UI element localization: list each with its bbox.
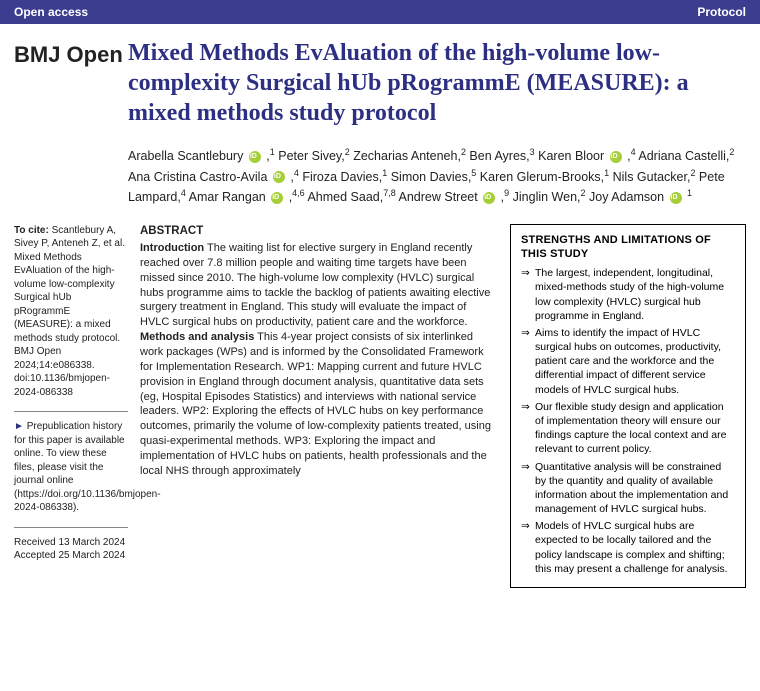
strengths-item: ⇒The largest, independent, longitudinal,… [521,266,735,323]
accepted-date: Accepted 25 March 2024 [14,549,128,563]
strengths-item: ⇒Aims to identify the impact of HVLC sur… [521,326,735,397]
main-content: To cite: Scantlebury A, Sivey P, Anteneh… [0,218,760,588]
strengths-item: ⇒Models of HVLC surgical hubs are expect… [521,519,735,576]
strengths-column: STRENGTHS AND LIMITATIONS OF THIS STUDY … [510,224,746,588]
abstract-column: ABSTRACT Introduction The waiting list f… [140,224,498,588]
open-access-label: Open access [14,5,88,19]
strengths-box: STRENGTHS AND LIMITATIONS OF THIS STUDY … [510,224,746,588]
cite-text: Scantlebury A, Sivey P, Anteneh Z, et al… [14,225,125,398]
top-bar: Open access Protocol [0,0,760,24]
journal-name: BMJ Open [14,38,128,128]
abstract-methods: Methods and analysis This 4-year project… [140,330,498,478]
article-title: Mixed Methods EvAluation of the high-vol… [128,38,746,128]
received-date: Received 13 March 2024 [14,536,128,550]
strengths-title: STRENGTHS AND LIMITATIONS OF THIS STUDY [521,233,735,263]
arrow-icon: ► [14,421,24,432]
strengths-item: ⇒Quantitative analysis will be constrain… [521,460,735,517]
cite-lead: To cite: [14,225,49,236]
dates-block: Received 13 March 2024 Accepted 25 March… [14,527,128,563]
strengths-list: ⇒The largest, independent, longitudinal,… [521,266,735,576]
abstract-heading: ABSTRACT [140,224,498,240]
prepub-text: Prepublication history for this paper is… [14,421,161,513]
sidebar: To cite: Scantlebury A, Sivey P, Anteneh… [14,224,128,588]
header: BMJ Open Mixed Methods EvAluation of the… [0,24,760,132]
citation-block: To cite: Scantlebury A, Sivey P, Anteneh… [14,224,128,400]
strengths-item: ⇒Our flexible study design and applicati… [521,400,735,457]
article-type-label: Protocol [697,5,746,19]
author-list: Arabella Scantlebury ,1 Peter Sivey,2 Ze… [0,132,760,218]
abstract-intro: Introduction The waiting list for electi… [140,241,498,330]
prepub-block: ► Prepublication history for this paper … [14,411,128,515]
